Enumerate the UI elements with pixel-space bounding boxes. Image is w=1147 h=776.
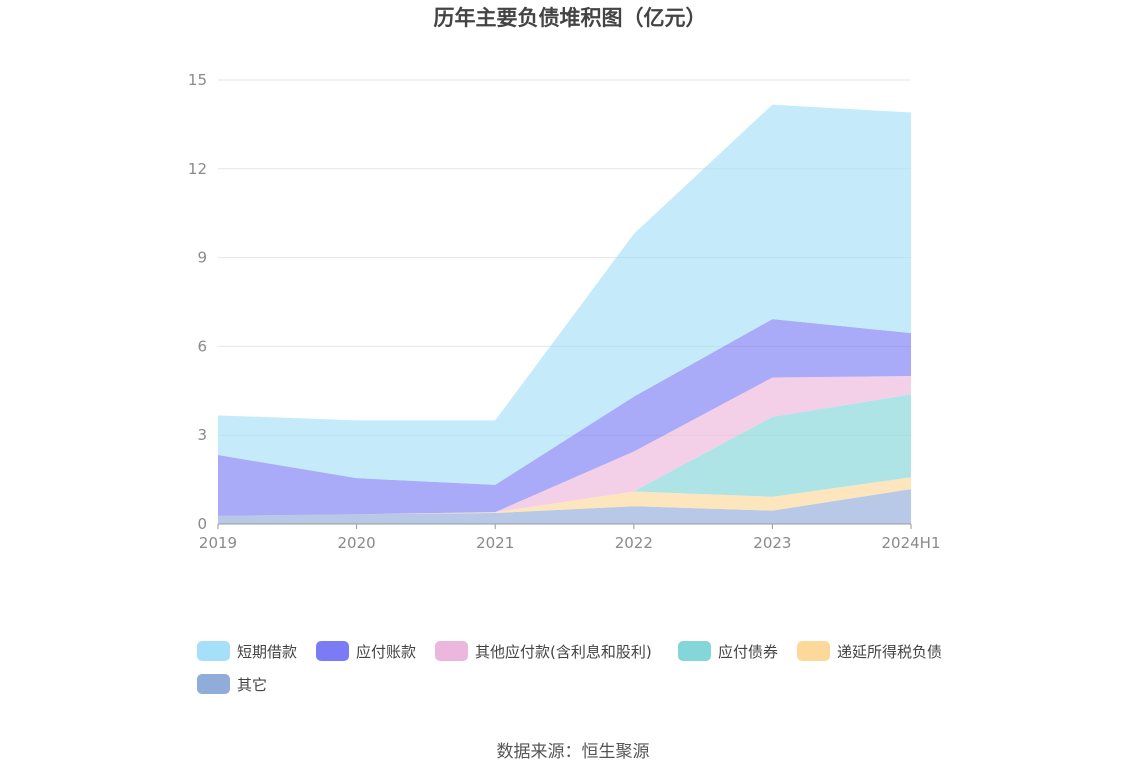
area-series-1 [218, 477, 911, 516]
legend-swatch [797, 641, 830, 661]
x-tick-label: 2022 [615, 534, 653, 552]
y-tick-label: 9 [197, 249, 207, 267]
chart-title: 历年主要负债堆积图（亿元） [434, 6, 707, 30]
legend-swatch [678, 641, 711, 661]
area-series-3 [218, 376, 911, 516]
legend-item[interactable]: 应付债券 [678, 641, 778, 661]
legend-item[interactable]: 其他应付款(含利息和股利) [435, 641, 652, 661]
legend-label: 其他应付款(含利息和股利) [475, 643, 652, 661]
legend-swatch [197, 674, 230, 694]
area-series-5 [218, 104, 911, 485]
legend-item[interactable]: 其它 [197, 674, 267, 694]
legend-swatch [197, 641, 230, 661]
legend-label: 应付债券 [718, 643, 778, 661]
series-areas [218, 104, 911, 524]
y-tick-label: 0 [197, 515, 207, 533]
legend-swatch [435, 641, 468, 661]
y-tick-label: 6 [197, 337, 207, 355]
legend-item[interactable]: 短期借款 [197, 641, 297, 661]
legend-label: 递延所得税负债 [837, 643, 942, 661]
legend-item[interactable]: 应付账款 [316, 641, 416, 661]
y-tick-label: 15 [188, 71, 207, 89]
x-tick-label: 2019 [199, 534, 237, 552]
legend-label: 其它 [237, 676, 267, 694]
x-tick-label: 2021 [476, 534, 514, 552]
legend-item[interactable]: 递延所得税负债 [797, 641, 942, 661]
legend-swatch [316, 641, 349, 661]
axes: 0 3 6 9 12 15 2019 2020 2021 2022 2023 2024H1 [188, 71, 941, 552]
x-tick-label: 2020 [338, 534, 376, 552]
source-note: 数据来源：恒生聚源 [497, 742, 650, 762]
area-series-0 [218, 489, 911, 524]
x-tick-label: 2024H1 [882, 534, 941, 552]
area-series-2 [218, 394, 911, 516]
area-series-4 [218, 319, 911, 516]
legend-label: 应付账款 [356, 643, 416, 661]
legend-label: 短期借款 [237, 643, 297, 661]
y-tick-label: 12 [188, 160, 207, 178]
x-tick-label: 2023 [753, 534, 791, 552]
y-tick-label: 3 [197, 426, 207, 444]
